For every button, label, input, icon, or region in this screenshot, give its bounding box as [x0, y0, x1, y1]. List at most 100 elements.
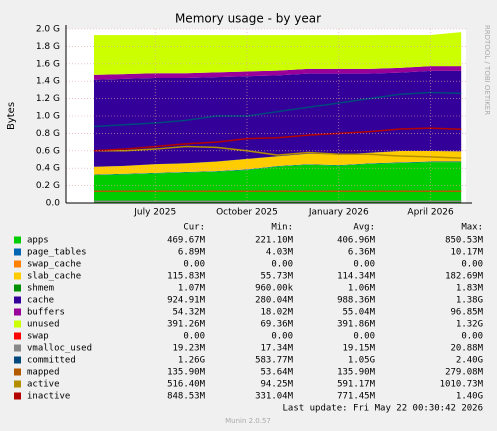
legend-stat: 1.40G — [456, 392, 483, 402]
legend-stat: 1.05G — [348, 356, 375, 366]
y-tick-label: 1.0 G — [36, 112, 60, 122]
legend-stat: 135.90M — [337, 368, 376, 378]
legend-stat: 0.00 — [271, 332, 293, 342]
legend-stat: 850.53M — [445, 236, 484, 246]
legend-stat: 960.00k — [255, 284, 294, 294]
y-tick-label: 0.0 — [46, 199, 61, 209]
x-tick-label: April 2026 — [407, 208, 454, 218]
legend-stat: 6.89M — [178, 248, 206, 258]
x-tick-label: July 2025 — [133, 208, 176, 218]
legend-label: swap — [27, 332, 49, 342]
legend-swatch — [14, 248, 21, 256]
side-text: RRDTOOL / TOBI OETIKER — [483, 25, 491, 115]
legend-stat: 0.00 — [461, 332, 483, 342]
legend-stat: 1.32G — [456, 320, 483, 330]
area — [94, 162, 462, 203]
legend-stat: 0.00 — [353, 260, 375, 270]
legend-stat: 1.83M — [456, 284, 484, 294]
y-tick-label: 0.4 G — [36, 164, 60, 174]
area — [94, 151, 462, 175]
legend-label: mapped — [27, 368, 60, 378]
legend-stat: 4.03M — [266, 248, 294, 258]
legend-swatch — [14, 308, 21, 316]
legend-stat: 6.36M — [348, 248, 376, 258]
legend-header: Min: — [271, 223, 293, 233]
legend-label: active — [27, 380, 60, 390]
legend-stat: 10.17M — [450, 248, 483, 258]
legend-label: cache — [27, 296, 54, 306]
legend-stat: 279.08M — [445, 368, 484, 378]
version: Munin 2.0.57 — [225, 417, 271, 425]
footer: Last update: Fri May 22 00:30:42 2026 — [283, 404, 483, 414]
legend-stat: 0.00 — [271, 260, 293, 270]
legend-header: Max: — [461, 223, 483, 233]
legend-label: shmem — [27, 284, 54, 294]
legend-swatch — [14, 380, 21, 388]
legend-stat: 182.69M — [445, 272, 484, 282]
legend-stat: 516.40M — [167, 380, 206, 390]
x-tick-label: January 2026 — [308, 208, 369, 218]
y-tick-label: 1.4 G — [36, 77, 60, 87]
legend-stat: 19.23M — [172, 344, 205, 354]
legend-stat: 20.88M — [450, 344, 483, 354]
legend-swatch — [14, 284, 21, 292]
area — [94, 70, 462, 167]
y-tick-label: 0.2 G — [36, 181, 60, 191]
legend-stat: 848.53M — [167, 392, 206, 402]
x-tick-label: October 2025 — [216, 208, 278, 218]
legend-swatch — [14, 332, 21, 340]
legend-stat: 0.00 — [353, 332, 375, 342]
legend-stat: 583.77M — [255, 356, 294, 366]
legend-stat: 69.36M — [260, 320, 293, 330]
legend-stat: 94.25M — [260, 380, 293, 390]
area — [94, 161, 462, 176]
chart-title: Memory usage - by year — [175, 12, 321, 26]
y-tick-label: 1.2 G — [36, 94, 60, 104]
legend-stat: 2.40G — [456, 356, 483, 366]
y-tick-label: 1.8 G — [36, 42, 60, 52]
legend-label: buffers — [27, 308, 65, 318]
legend-label: unused — [27, 320, 60, 330]
legend-stat: 469.67M — [167, 236, 206, 246]
legend-stat: 988.36M — [337, 296, 376, 306]
area — [94, 32, 462, 75]
legend-stat: 1.38G — [456, 296, 483, 306]
legend-label: inactive — [27, 392, 70, 402]
legend-header: Cur: — [183, 223, 205, 233]
legend-stat: 391.26M — [167, 320, 206, 330]
legend-swatch — [14, 272, 21, 280]
y-tick-label: 0.8 G — [36, 129, 60, 139]
legend-stat: 19.15M — [342, 344, 375, 354]
legend-stat: 1010.73M — [440, 380, 484, 390]
legend-stat: 135.90M — [167, 368, 206, 378]
legend-stat: 924.91M — [167, 296, 206, 306]
legend-stat: 55.73M — [260, 272, 293, 282]
legend-stat: 17.34M — [260, 344, 293, 354]
legend-stat: 55.04M — [342, 308, 375, 318]
legend-stat: 1.07M — [178, 284, 206, 294]
legend-stat: 54.32M — [172, 308, 205, 318]
legend-stat: 406.96M — [337, 236, 376, 246]
legend-stat: 114.34M — [337, 272, 376, 282]
legend-stat: 221.10M — [255, 236, 294, 246]
legend-swatch — [14, 368, 21, 376]
legend-label: slab_cache — [27, 272, 81, 282]
legend-swatch — [14, 356, 21, 364]
legend-swatch — [14, 260, 21, 268]
legend-label: vmalloc_used — [27, 344, 92, 354]
legend-stat: 53.64M — [260, 368, 293, 378]
y-tick-label: 2.0 G — [36, 25, 60, 35]
legend-stat: 96.85M — [450, 308, 483, 318]
legend-stat: 391.86M — [337, 320, 376, 330]
legend-stat: 771.45M — [337, 392, 376, 402]
legend-swatch — [14, 344, 21, 352]
legend-header: Avg: — [353, 223, 375, 233]
legend-label: swap_cache — [27, 260, 81, 270]
area — [94, 66, 462, 80]
legend-stat: 331.04M — [255, 392, 294, 402]
legend-label: page_tables — [27, 248, 87, 258]
legend-stat: 280.04M — [255, 296, 294, 306]
legend-stat: 0.00 — [183, 260, 205, 270]
legend-label: apps — [27, 236, 49, 246]
legend-swatch — [14, 296, 21, 304]
